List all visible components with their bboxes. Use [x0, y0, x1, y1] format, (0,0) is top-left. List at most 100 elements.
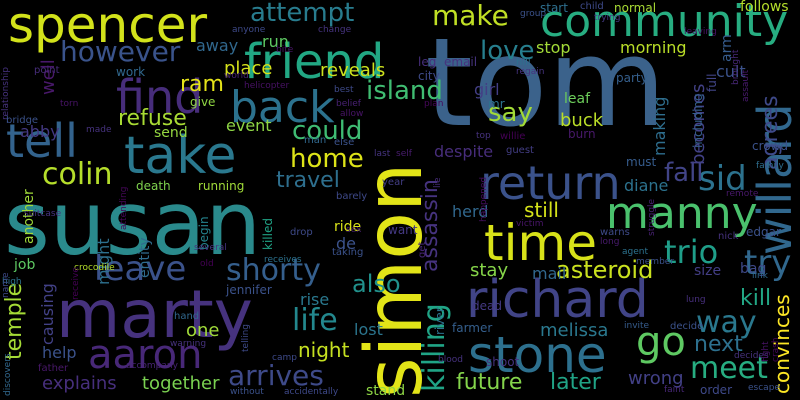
word-love: love [480, 36, 535, 66]
word-place: place [224, 58, 273, 79]
word-mr: mr [488, 97, 505, 111]
word-ram: ram [180, 72, 224, 97]
word-trying: trying [594, 13, 621, 23]
word-dead: dead [472, 299, 502, 313]
word-reveals: reveals [320, 60, 386, 81]
word-morning: morning [620, 38, 687, 57]
word-barely: barely [336, 191, 368, 202]
word-aaron: aaron [88, 332, 203, 378]
word-child: child [580, 1, 604, 12]
word-leave: leave [94, 249, 187, 289]
word-try: try [744, 243, 792, 283]
word-made: made [86, 125, 112, 135]
word-hand: hand [174, 311, 200, 322]
word-also: also [352, 270, 401, 298]
word-father: father [38, 363, 69, 374]
word-anyone: anyone [232, 25, 266, 35]
word-cult: cult [716, 62, 746, 81]
word-kill: kill [740, 286, 772, 311]
word-receives: receives [264, 255, 302, 265]
word-hill: hill [516, 57, 531, 68]
word-diane: diane [624, 176, 669, 195]
word-home: home [290, 144, 364, 174]
word-back: back [230, 82, 335, 133]
word-remote: remote [726, 189, 759, 199]
word-making: making [650, 96, 669, 156]
word-lost: lost [354, 320, 383, 339]
word-manny: manny [606, 188, 758, 239]
word-family: family [756, 161, 784, 171]
word-melissa: melissa [540, 320, 609, 341]
word-point: point [34, 65, 60, 76]
word-escape: escape [748, 383, 780, 393]
word-ride: ride [334, 219, 362, 235]
word-travel: travel [276, 168, 340, 193]
word-farmer: farmer [452, 321, 493, 335]
word-trio: trio [664, 233, 719, 271]
word-bite: bite [276, 45, 294, 55]
word-time: time [484, 214, 597, 272]
word-buck: buck [560, 110, 604, 131]
word-party: party [616, 71, 648, 85]
word-sid: sid [698, 159, 747, 199]
word-tell: tell [6, 114, 78, 168]
word-wrong: wrong [628, 368, 684, 389]
word-brought: brought [731, 49, 741, 85]
word-crash: crash [771, 337, 781, 362]
word-email: email [444, 55, 478, 69]
word-including: including [691, 93, 705, 148]
word-size: size [694, 263, 722, 279]
word-relationship: relationship [1, 67, 11, 120]
word-decide: decide [670, 321, 704, 332]
word-assassin: assassin [418, 179, 443, 272]
word-island: island [366, 76, 443, 106]
word-girl: girl [474, 80, 500, 99]
word-accompany: accompany [126, 361, 178, 371]
word-man: man [304, 135, 327, 146]
word-rise: rise [300, 290, 330, 309]
word-herd: herd [452, 202, 489, 221]
word-leaving: leaving [684, 27, 717, 37]
word-leg: leg [418, 55, 437, 69]
word-self: self [396, 149, 412, 159]
word-start: start [540, 1, 568, 15]
word-stand: stand [366, 383, 406, 399]
word-warns: warns [600, 227, 630, 238]
word-shorty: shorty [226, 253, 321, 288]
word-last: last [374, 149, 391, 159]
word-get: get [417, 241, 428, 258]
word-drop: drop [290, 227, 313, 238]
word-guest: guest [506, 145, 534, 156]
word-plan: plan [424, 99, 444, 109]
word-way: way [696, 305, 757, 340]
word-spencer: spencer [8, 0, 208, 54]
word-agrees: agrees [758, 95, 783, 170]
word-however: however [60, 35, 181, 68]
word-help: help [42, 343, 77, 362]
word-decides: decides [734, 351, 769, 361]
word-link: link [752, 271, 768, 281]
word-edgar: edgar [746, 225, 781, 239]
word-receive: receive [71, 267, 81, 300]
word-telling: telling [241, 324, 251, 352]
word-happened: happened [479, 176, 489, 222]
word-death: death [136, 179, 171, 193]
word-old: old [200, 259, 214, 269]
word-torn: torn [60, 99, 79, 109]
word-regain: regain [516, 67, 545, 77]
word-world: world [224, 71, 249, 81]
word-crocodile: crocodile [74, 263, 115, 273]
word-sex: sex [346, 225, 362, 235]
word-attending: attending [119, 186, 129, 230]
word-next: next [694, 332, 743, 357]
word-long: long [600, 237, 620, 247]
word-killed: killed [261, 218, 275, 250]
word-belief: belief [336, 99, 361, 109]
word-stay: stay [470, 260, 509, 281]
word-arrives: arrives [228, 359, 324, 392]
word-agent: agent [622, 247, 648, 257]
word-follows: follows [740, 0, 789, 15]
word-taking: taking [332, 247, 364, 258]
word-member: member [636, 257, 675, 267]
